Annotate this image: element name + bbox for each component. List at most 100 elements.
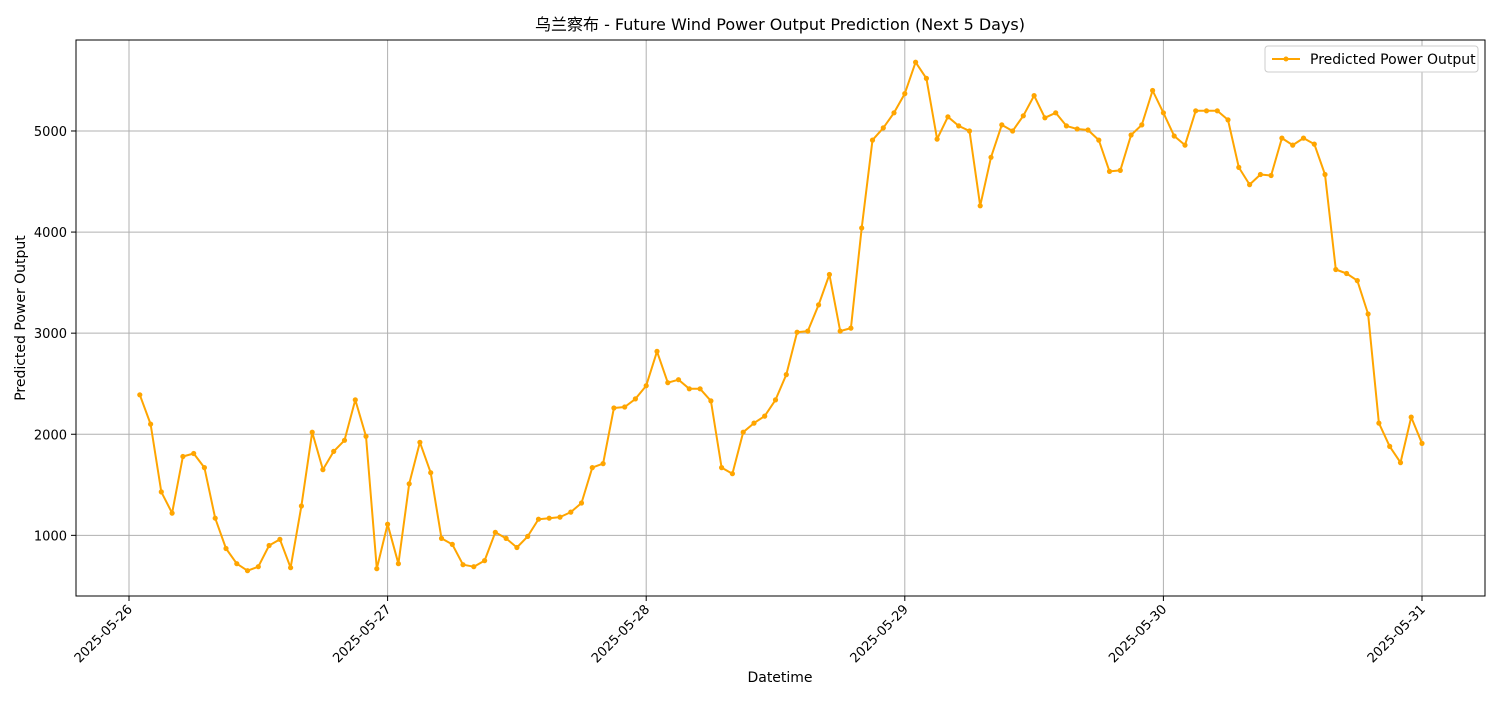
data-point: [826, 271, 833, 278]
data-point: [568, 509, 574, 515]
data-point: [1063, 123, 1069, 129]
data-point: [137, 392, 143, 398]
data-point: [988, 154, 994, 160]
data-point: [600, 461, 606, 467]
data-point: [772, 397, 779, 403]
y-tick-label: 1000: [34, 529, 67, 544]
data-point: [1387, 443, 1393, 449]
data-point: [902, 91, 908, 97]
data-point: [719, 465, 725, 471]
data-point: [622, 404, 628, 410]
data-point: [869, 137, 876, 143]
data-point: [805, 328, 811, 334]
data-point: [417, 439, 423, 445]
data-point: [277, 536, 283, 543]
legend-marker-swatch: [1283, 56, 1289, 62]
data-point: [1074, 126, 1080, 132]
data-point: [1193, 108, 1199, 114]
data-point: [288, 565, 294, 571]
data-point: [729, 471, 736, 477]
data-point: [1042, 115, 1048, 121]
data-point: [255, 564, 261, 570]
data-point: [611, 405, 617, 411]
data-point: [1408, 414, 1414, 420]
data-point: [1203, 108, 1210, 114]
data-point: [1257, 171, 1263, 178]
data-point: [1236, 164, 1242, 170]
data-point: [331, 448, 337, 454]
data-point: [751, 420, 757, 426]
data-point: [999, 122, 1005, 128]
data-point: [191, 450, 197, 457]
data-point: [1397, 460, 1404, 466]
data-point: [1128, 132, 1134, 138]
data-point: [1376, 420, 1382, 426]
data-point: [471, 564, 477, 570]
data-point: [525, 533, 531, 540]
legend: Predicted Power Output: [1264, 45, 1479, 73]
data-point: [148, 421, 154, 427]
data-point: [643, 383, 649, 389]
data-point: [374, 566, 380, 572]
data-point: [1419, 440, 1425, 446]
data-point: [201, 465, 207, 471]
data-point: [1139, 122, 1145, 128]
data-point: [913, 59, 919, 65]
data-point: [1031, 93, 1037, 99]
data-point: [578, 500, 585, 506]
data-point: [708, 398, 714, 404]
data-point: [395, 561, 401, 567]
data-point: [1311, 141, 1317, 147]
y-tick-label: 2000: [34, 428, 67, 443]
data-point: [1333, 266, 1339, 273]
data-point: [1096, 137, 1102, 143]
data-point: [514, 544, 520, 551]
data-point: [632, 396, 639, 402]
data-point: [1160, 110, 1166, 116]
data-point: [923, 75, 930, 81]
legend-label: Predicted Power Output: [1310, 52, 1476, 68]
data-point: [740, 429, 746, 435]
data-point: [234, 561, 240, 567]
data-point: [492, 529, 498, 535]
data-point: [482, 558, 488, 564]
data-point: [428, 470, 434, 476]
data-point: [385, 521, 391, 527]
y-tick-label: 5000: [34, 125, 67, 140]
data-point: [1344, 270, 1350, 277]
data-point: [1247, 182, 1253, 188]
data-point: [1150, 87, 1156, 94]
data-point: [1053, 110, 1059, 116]
data-point: [945, 114, 951, 120]
data-point: [460, 562, 466, 568]
gridlines: [76, 40, 1485, 596]
data-point: [266, 542, 272, 549]
y-axis-label: Predicted Power Output: [13, 235, 29, 401]
data-point: [158, 489, 164, 495]
data-point: [891, 110, 897, 116]
data-point: [320, 467, 326, 473]
data-point: [341, 437, 348, 443]
y-tick-label: 3000: [34, 327, 67, 342]
data-point: [503, 535, 509, 542]
data-point: [1106, 168, 1113, 174]
data-point: [966, 128, 973, 134]
data-point: [1365, 311, 1371, 317]
data-point: [934, 136, 940, 142]
data-point: [977, 203, 983, 209]
data-point: [1225, 117, 1231, 123]
chart-title: 乌兰察布 - Future Wind Power Output Predicti…: [535, 15, 1025, 34]
data-point: [298, 503, 304, 509]
data-point: [438, 535, 445, 542]
data-point: [880, 125, 886, 131]
data-point: [449, 541, 455, 548]
data-point: [665, 380, 671, 386]
data-point: [1279, 135, 1285, 141]
data-point: [309, 429, 315, 435]
data-point: [1290, 142, 1296, 148]
data-point: [244, 568, 251, 574]
data-point: [557, 514, 563, 520]
